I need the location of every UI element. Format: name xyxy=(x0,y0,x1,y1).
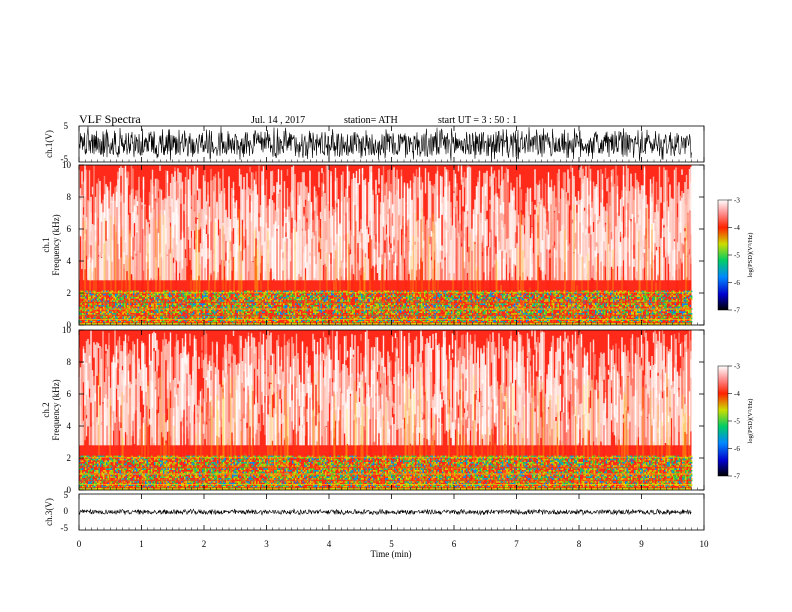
ch3-waveform-trace xyxy=(78,508,692,516)
ch1-spectrogram-ytick-label: 6 xyxy=(67,224,72,234)
ch2-colorbar-tick-label: -5 xyxy=(734,418,740,426)
time-tick-label: 8 xyxy=(577,539,582,549)
ch1-ytick-top: 5 xyxy=(64,121,69,131)
time-tick-label: 6 xyxy=(452,539,457,549)
header-station: station= ATH xyxy=(344,115,398,126)
figure-title: VLF Spectra xyxy=(79,112,141,126)
ch1-spectrogram-ytick-label: 0 xyxy=(67,320,72,330)
ch2-spectrogram-low-band xyxy=(79,455,693,490)
ch3-waveform-panel: 5 0 -5 ch.3(V) xyxy=(44,490,705,533)
ch2-colorbar-tick-label: -3 xyxy=(734,363,740,371)
ch2-spectrogram-ytick-label: 8 xyxy=(67,357,72,367)
ch2-colorbar-label: log(PSD)(V²/Hz) xyxy=(747,399,754,444)
ch1-colorbar-tick-label: -4 xyxy=(734,224,740,232)
ch1-spectrogram-image xyxy=(78,165,704,325)
ch1-colorbar-tick-label: -6 xyxy=(734,279,740,287)
ch1-spectrogram-no-data xyxy=(691,165,704,325)
ch2-spectrogram-ylabel-channel: ch.2 xyxy=(41,402,51,417)
ch2-spectrogram-ytick-label: 10 xyxy=(62,325,72,335)
time-tick-label: 7 xyxy=(514,539,519,549)
header-date: Jul. 14 , 2017 xyxy=(251,115,305,126)
ch3-waveform-ylabel: ch.3(V) xyxy=(44,498,54,526)
ch1-waveform-line xyxy=(78,126,692,162)
ch1-colorbar-ticks: -3 -4 -5 -6 -7 xyxy=(728,197,740,315)
ch2-spectrogram-panel: 0 2 4 6 8 10 ch.2 Frequency (kHz) xyxy=(41,325,705,495)
ch1-colorbar-label: log(PSD)(V²/Hz) xyxy=(747,233,754,278)
ch2-spectrogram-ytick-label: 6 xyxy=(67,389,72,399)
ch2-colorbar-tick-label: -7 xyxy=(734,473,740,481)
ch2-spectrogram-ylabel-frequency: Frequency (kHz) xyxy=(51,379,61,440)
ch3-ytick-middle: 0 xyxy=(64,506,69,516)
time-tick-label: 0 xyxy=(77,539,82,549)
header-start-ut: start UT = 3 : 50 : 1 xyxy=(438,115,517,126)
ch3-ytick-bottom: -5 xyxy=(61,523,69,533)
ch1-ytick-bottom: -5 xyxy=(61,154,69,164)
time-tick-label: 4 xyxy=(327,539,332,549)
ch1-waveform-panel: 5 -5 ch.1(V) xyxy=(44,121,705,164)
ch1-spectrogram-ytick-label: 8 xyxy=(67,192,72,202)
time-tick-label: 1 xyxy=(139,539,144,549)
ch1-spectrogram-yticks: 0 2 4 6 8 10 xyxy=(62,160,704,330)
ch2-colorbar-tick-label: -4 xyxy=(734,390,740,398)
ch1-waveform-ylabel: ch.1(V) xyxy=(44,130,54,158)
ch2-spectrogram-ytick-label: 4 xyxy=(67,421,72,431)
ch3-waveform-line xyxy=(78,508,692,516)
ch1-colorbar-tick-label: -5 xyxy=(734,252,740,260)
time-axis: 0 1 2 3 4 5 6 7 8 9 10 xyxy=(77,126,709,549)
ch2-spectrogram-no-data xyxy=(691,330,704,490)
time-axis-label: Time (min) xyxy=(371,549,412,559)
time-tick-label: 5 xyxy=(389,539,394,549)
ch1-colorbar-tick-label: -3 xyxy=(734,197,740,205)
ch1-spectrogram-ylabel-frequency: Frequency (kHz) xyxy=(51,214,61,275)
ch1-waveform-trace xyxy=(78,126,692,162)
ch2-spectrogram-ytick-label: 0 xyxy=(67,485,72,495)
ch1-spectrogram-low-band xyxy=(79,290,691,325)
ch1-spectrogram-low-band xyxy=(79,290,693,325)
ch2-spectrogram-ytick-label: 2 xyxy=(67,453,72,463)
ch2-colorbar-ticks: -3 -4 -5 -6 -7 xyxy=(728,363,740,481)
ch2-colorbar-tick-label: -6 xyxy=(734,445,740,453)
ch1-spectrogram-ylabel-channel: ch.1 xyxy=(41,237,51,252)
ch1-colorbar-tick-label: -7 xyxy=(734,307,740,315)
ch1-colorbar: -3 -4 -5 -6 -7 log(PSD)(V²/Hz) xyxy=(717,197,754,315)
ch3-ytick-top: 5 xyxy=(64,490,69,500)
ch1-spectrogram-panel: 0 2 4 6 8 10 ch.1 Frequency (kHz) xyxy=(41,160,705,330)
ch2-spectrogram-image xyxy=(78,330,704,490)
time-tick-label: 9 xyxy=(639,539,644,549)
ch2-colorbar: -3 -4 -5 -6 -7 log(PSD)(V²/Hz) xyxy=(717,363,754,481)
time-tick-label: 2 xyxy=(202,539,207,549)
time-tick-label: 10 xyxy=(700,539,710,549)
time-tick-label: 3 xyxy=(264,539,269,549)
ch1-spectrogram-ytick-label: 10 xyxy=(62,160,72,170)
ch1-spectrogram-ytick-label: 2 xyxy=(67,288,72,298)
ch2-spectrogram-low-band xyxy=(80,455,693,490)
ch1-spectrogram-ytick-label: 4 xyxy=(67,256,72,266)
ch2-spectrogram-yticks: 0 2 4 6 8 10 xyxy=(62,325,704,495)
